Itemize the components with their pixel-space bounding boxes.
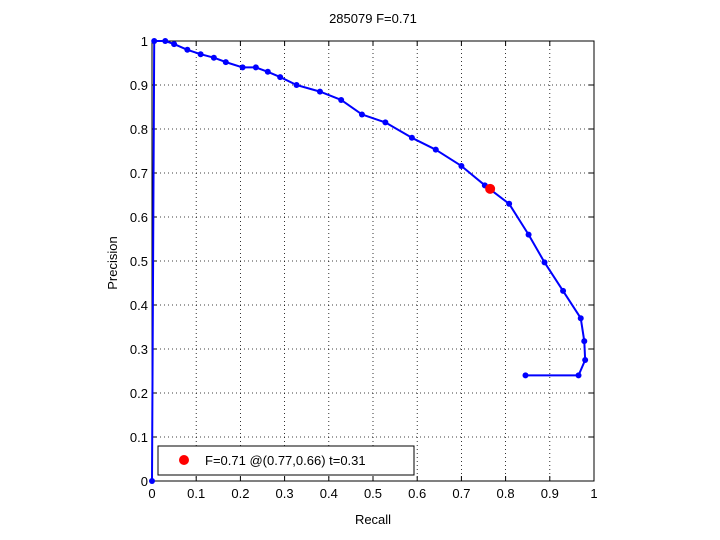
x-tick-label: 0.3 [276,486,294,501]
pr-point [541,259,548,266]
x-tick-label: 0.7 [452,486,470,501]
ticks: 0 0.1 0.2 0.3 0.4 0.5 0.6 0.7 0.8 0.9 1 0 0.1 0.2 0.3 0… [130,34,598,501]
y-tick-label: 0.9 [130,78,148,93]
pr-point [316,88,323,95]
y-tick-label: 0.7 [130,166,148,181]
pr-point [184,46,191,53]
pr-point [264,68,271,75]
legend-label: F=0.71 @(0.77,0.66) t=0.31 [205,453,366,468]
pr-point [293,82,300,88]
y-tick-label: 0.5 [130,254,148,269]
pr-point [432,146,439,153]
pr-point [239,64,246,71]
y-tick-label: 0 [141,474,148,489]
legend-box [157,445,415,476]
x-tick-label: 1 [590,486,597,501]
x-tick-label: 0.5 [364,486,382,501]
pr-point [149,478,155,484]
pr-point [210,54,217,61]
y-tick-label: 0.1 [130,430,148,445]
pr-point [197,51,204,58]
x-tick-label: 0 [148,486,155,501]
legend: F=0.71 @(0.77,0.66) t=0.31 [157,445,415,476]
x-tick-label: 0.1 [187,486,205,501]
pr-point [222,59,229,66]
y-tick-label: 0.4 [130,298,148,313]
pr-point [560,287,567,294]
grid [152,41,594,481]
pr-point [522,372,529,379]
pr-point [408,134,415,141]
x-tick-label: 0.2 [231,486,249,501]
pr-point [358,111,365,118]
x-tick-label: 0.8 [497,486,515,501]
pr-point [575,372,582,379]
pr-point [252,64,259,71]
pr-point [525,231,532,238]
x-tick-label: 0.6 [408,486,426,501]
x-tick-label: 0.9 [541,486,559,501]
y-tick-label: 1 [141,34,148,49]
pr-point [151,38,158,44]
legend-marker [179,455,189,465]
pr-point [581,338,588,345]
y-axis-label: Precision [105,236,120,289]
pr-point [577,315,584,322]
pr-point [171,41,178,48]
pr-point [382,119,389,126]
series-layer [149,38,589,484]
pr-point [582,357,589,363]
pr-point [338,96,345,103]
pr-point [506,200,513,207]
x-axis-label: Recall [355,512,391,527]
chart-title: 285079 F=0.71 [329,11,417,26]
x-tick-label: 0.4 [320,486,338,501]
y-tick-label: 0.3 [130,342,148,357]
y-tick-label: 0.6 [130,210,148,225]
y-tick-label: 0.8 [130,122,148,137]
pr-point [277,74,284,81]
y-tick-label: 0.2 [130,386,148,401]
best-f-point [485,183,496,194]
pr-point [458,162,465,169]
pr-point [162,38,169,44]
